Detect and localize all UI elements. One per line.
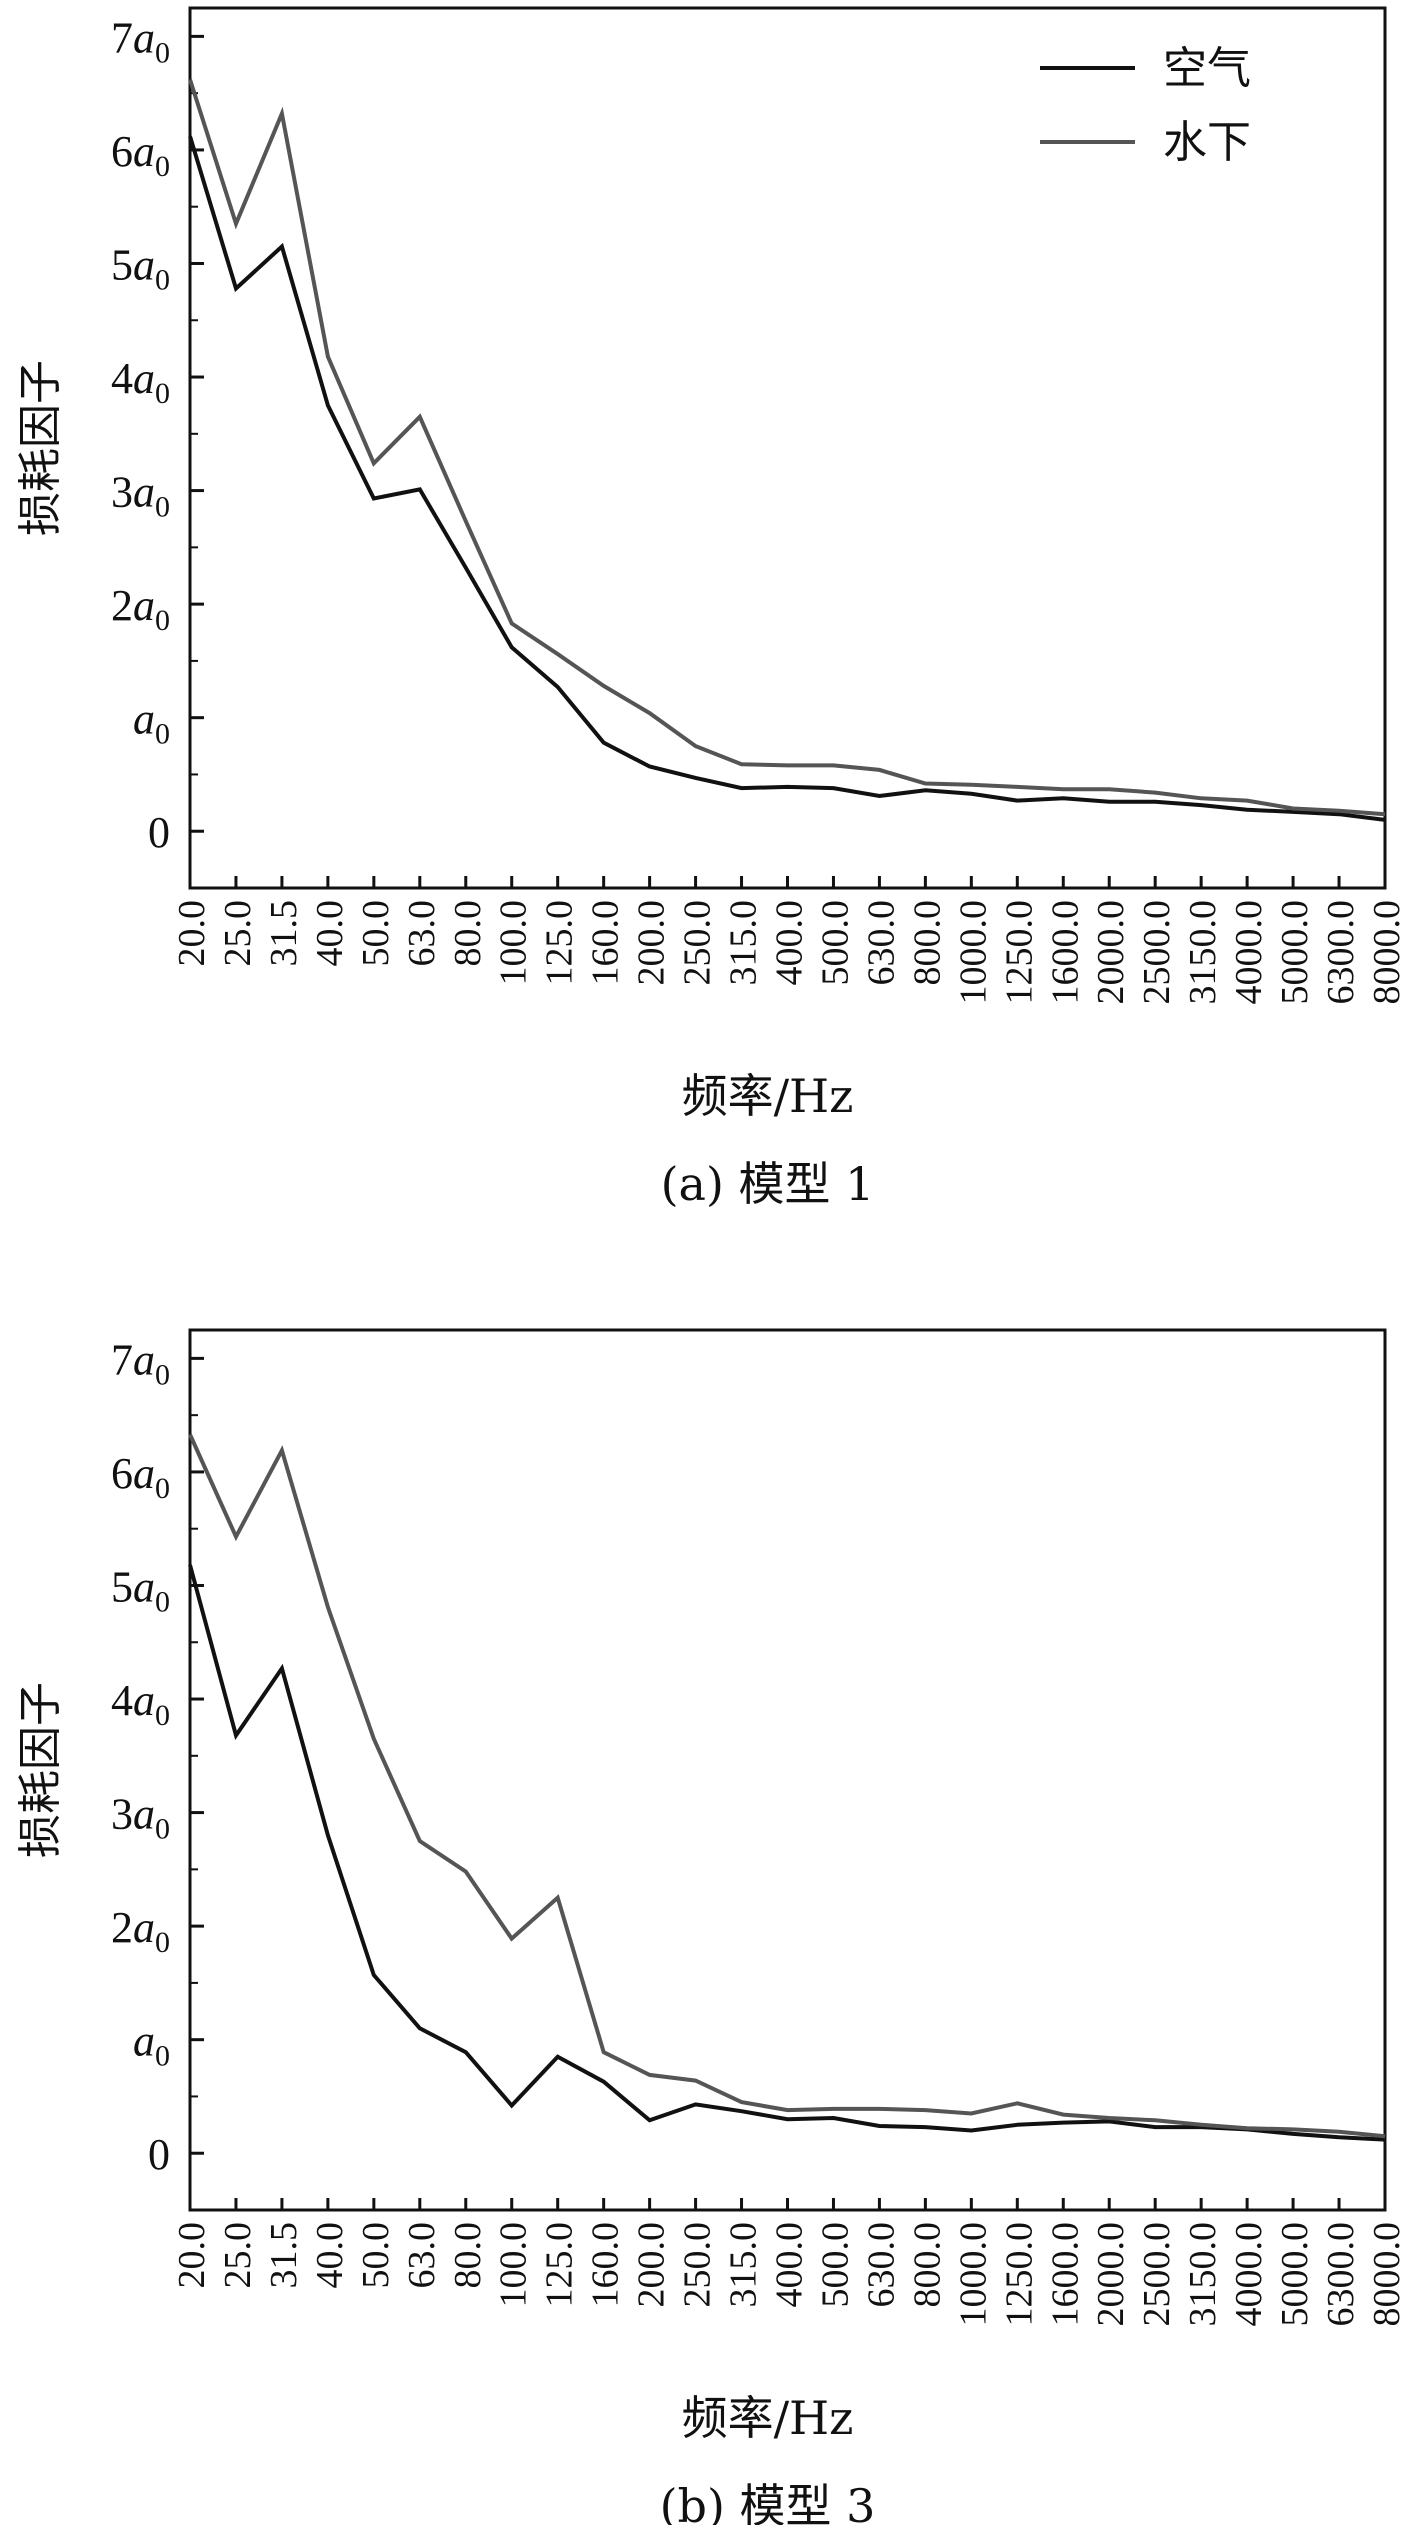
y-tick-label: 4a0 xyxy=(111,354,170,410)
y-tick-label: 3a0 xyxy=(111,468,170,524)
y-tick-label: 5a0 xyxy=(111,240,170,296)
series-line-water xyxy=(190,80,1385,815)
x-tick-label: 500.0 xyxy=(814,2222,856,2308)
x-tick-label: 20.0 xyxy=(171,2222,213,2289)
x-tick-label: 1000.0 xyxy=(952,900,994,1005)
x-tick-label: 400.0 xyxy=(769,900,811,986)
x-tick-label: 80.0 xyxy=(447,2222,489,2289)
x-tick-label: 630.0 xyxy=(860,900,902,986)
x-tick-label: 1250.0 xyxy=(998,900,1040,1005)
x-tick-label: 500.0 xyxy=(814,900,856,986)
y-tick-label: 2a0 xyxy=(111,581,170,637)
x-tick-label: 315.0 xyxy=(723,2222,765,2308)
x-tick-label: 63.0 xyxy=(401,2222,443,2289)
legend-label: 水下 xyxy=(1163,117,1251,168)
y-tick-label: 4a0 xyxy=(111,1676,170,1732)
x-tick-label: 63.0 xyxy=(401,900,443,967)
y-tick-label: 5a0 xyxy=(111,1562,170,1618)
x-tick-label: 6300.0 xyxy=(1320,900,1362,1005)
x-tick-label: 400.0 xyxy=(769,2222,811,2308)
x-tick-label: 8000.0 xyxy=(1366,900,1408,1005)
x-tick-label: 2000.0 xyxy=(1090,2222,1132,2327)
chart-panel-a: 7a0 6a0 5a0 4a0 3a0 2a0 a0 0 损耗因子 20.0 25.0 31.5 40.… xyxy=(15,8,1408,1211)
y-tick-label: a0 xyxy=(133,695,170,751)
x-tick-label: 1600.0 xyxy=(1044,900,1086,1005)
x-tick-label: 5000.0 xyxy=(1274,900,1316,1005)
x-tick-label: 4000.0 xyxy=(1228,900,1270,1005)
y-tick-label: 7a0 xyxy=(111,13,170,69)
x-tick-label: 40.0 xyxy=(309,2222,351,2289)
x-tick-label: 160.0 xyxy=(585,900,627,986)
x-tick-label: 800.0 xyxy=(906,900,948,986)
x-tick-label: 4000.0 xyxy=(1228,2222,1270,2327)
y-tick-label: 6a0 xyxy=(111,1449,170,1505)
x-tick-label: 50.0 xyxy=(355,2222,397,2289)
x-tick-label: 25.0 xyxy=(217,2222,259,2289)
x-tick-label: 31.5 xyxy=(263,900,305,967)
x-tick-label: 315.0 xyxy=(723,900,765,986)
series-line-water xyxy=(190,1435,1385,2137)
x-tick-label: 250.0 xyxy=(677,2222,719,2308)
x-tick-label: 8000.0 xyxy=(1366,2222,1408,2327)
x-tick-label: 25.0 xyxy=(217,900,259,967)
x-tick-label: 125.0 xyxy=(539,900,581,986)
x-tick-label: 80.0 xyxy=(447,900,489,967)
x-tick-label: 2000.0 xyxy=(1090,900,1132,1005)
x-tick-label: 800.0 xyxy=(906,2222,948,2308)
x-tick-label: 200.0 xyxy=(631,900,673,986)
x-tick-label: 2500.0 xyxy=(1136,2222,1178,2327)
y-tick-label: 0 xyxy=(148,808,170,857)
x-tick-label: 1000.0 xyxy=(952,2222,994,2327)
y-tick-label: 7a0 xyxy=(111,1335,170,1391)
y-tick-label: 0 xyxy=(148,2130,170,2179)
series-line-air xyxy=(190,1565,1385,2140)
x-tick-label: 6300.0 xyxy=(1320,2222,1362,2327)
y-tick-label: a0 xyxy=(133,2017,170,2073)
x-tick-label: 2500.0 xyxy=(1136,900,1178,1005)
panel-caption: (b) 模型 3 xyxy=(660,2479,876,2525)
x-tick-label: 40.0 xyxy=(309,900,351,967)
x-tick-label: 1250.0 xyxy=(998,2222,1040,2327)
y-tick-label: 3a0 xyxy=(111,1790,170,1846)
legend-label: 空气 xyxy=(1163,43,1251,94)
y-axis-title: 损耗因子 xyxy=(15,1682,66,1858)
x-tick-label: 200.0 xyxy=(631,2222,673,2308)
x-tick-label: 100.0 xyxy=(493,900,535,986)
x-tick-label: 125.0 xyxy=(539,2222,581,2308)
y-axis-title: 损耗因子 xyxy=(15,360,66,536)
x-tick-label: 100.0 xyxy=(493,2222,535,2308)
series-line-air xyxy=(190,136,1385,820)
x-tick-label: 250.0 xyxy=(677,900,719,986)
x-tick-label: 160.0 xyxy=(585,2222,627,2308)
x-tick-label: 50.0 xyxy=(355,900,397,967)
x-tick-label: 5000.0 xyxy=(1274,2222,1316,2327)
x-axis-title: 频率/Hz xyxy=(682,1069,854,1123)
x-tick-label: 20.0 xyxy=(171,900,213,967)
x-tick-label: 31.5 xyxy=(263,2222,305,2289)
x-tick-label: 630.0 xyxy=(860,2222,902,2308)
panel-caption: (a) 模型 1 xyxy=(661,1157,875,1211)
chart-panel-b: 7a0 6a0 5a0 4a0 3a0 2a0 a0 0 损耗因子 20.0 25.0 31.5 40.… xyxy=(15,1330,1408,2525)
x-tick-label: 1600.0 xyxy=(1044,2222,1086,2327)
y-tick-label: 2a0 xyxy=(111,1903,170,1959)
plot-frame xyxy=(190,1330,1385,2210)
x-axis-title: 频率/Hz xyxy=(682,2391,854,2445)
y-tick-label: 6a0 xyxy=(111,127,170,183)
x-tick-label: 3150.0 xyxy=(1182,900,1224,1005)
x-tick-label: 3150.0 xyxy=(1182,2222,1224,2327)
